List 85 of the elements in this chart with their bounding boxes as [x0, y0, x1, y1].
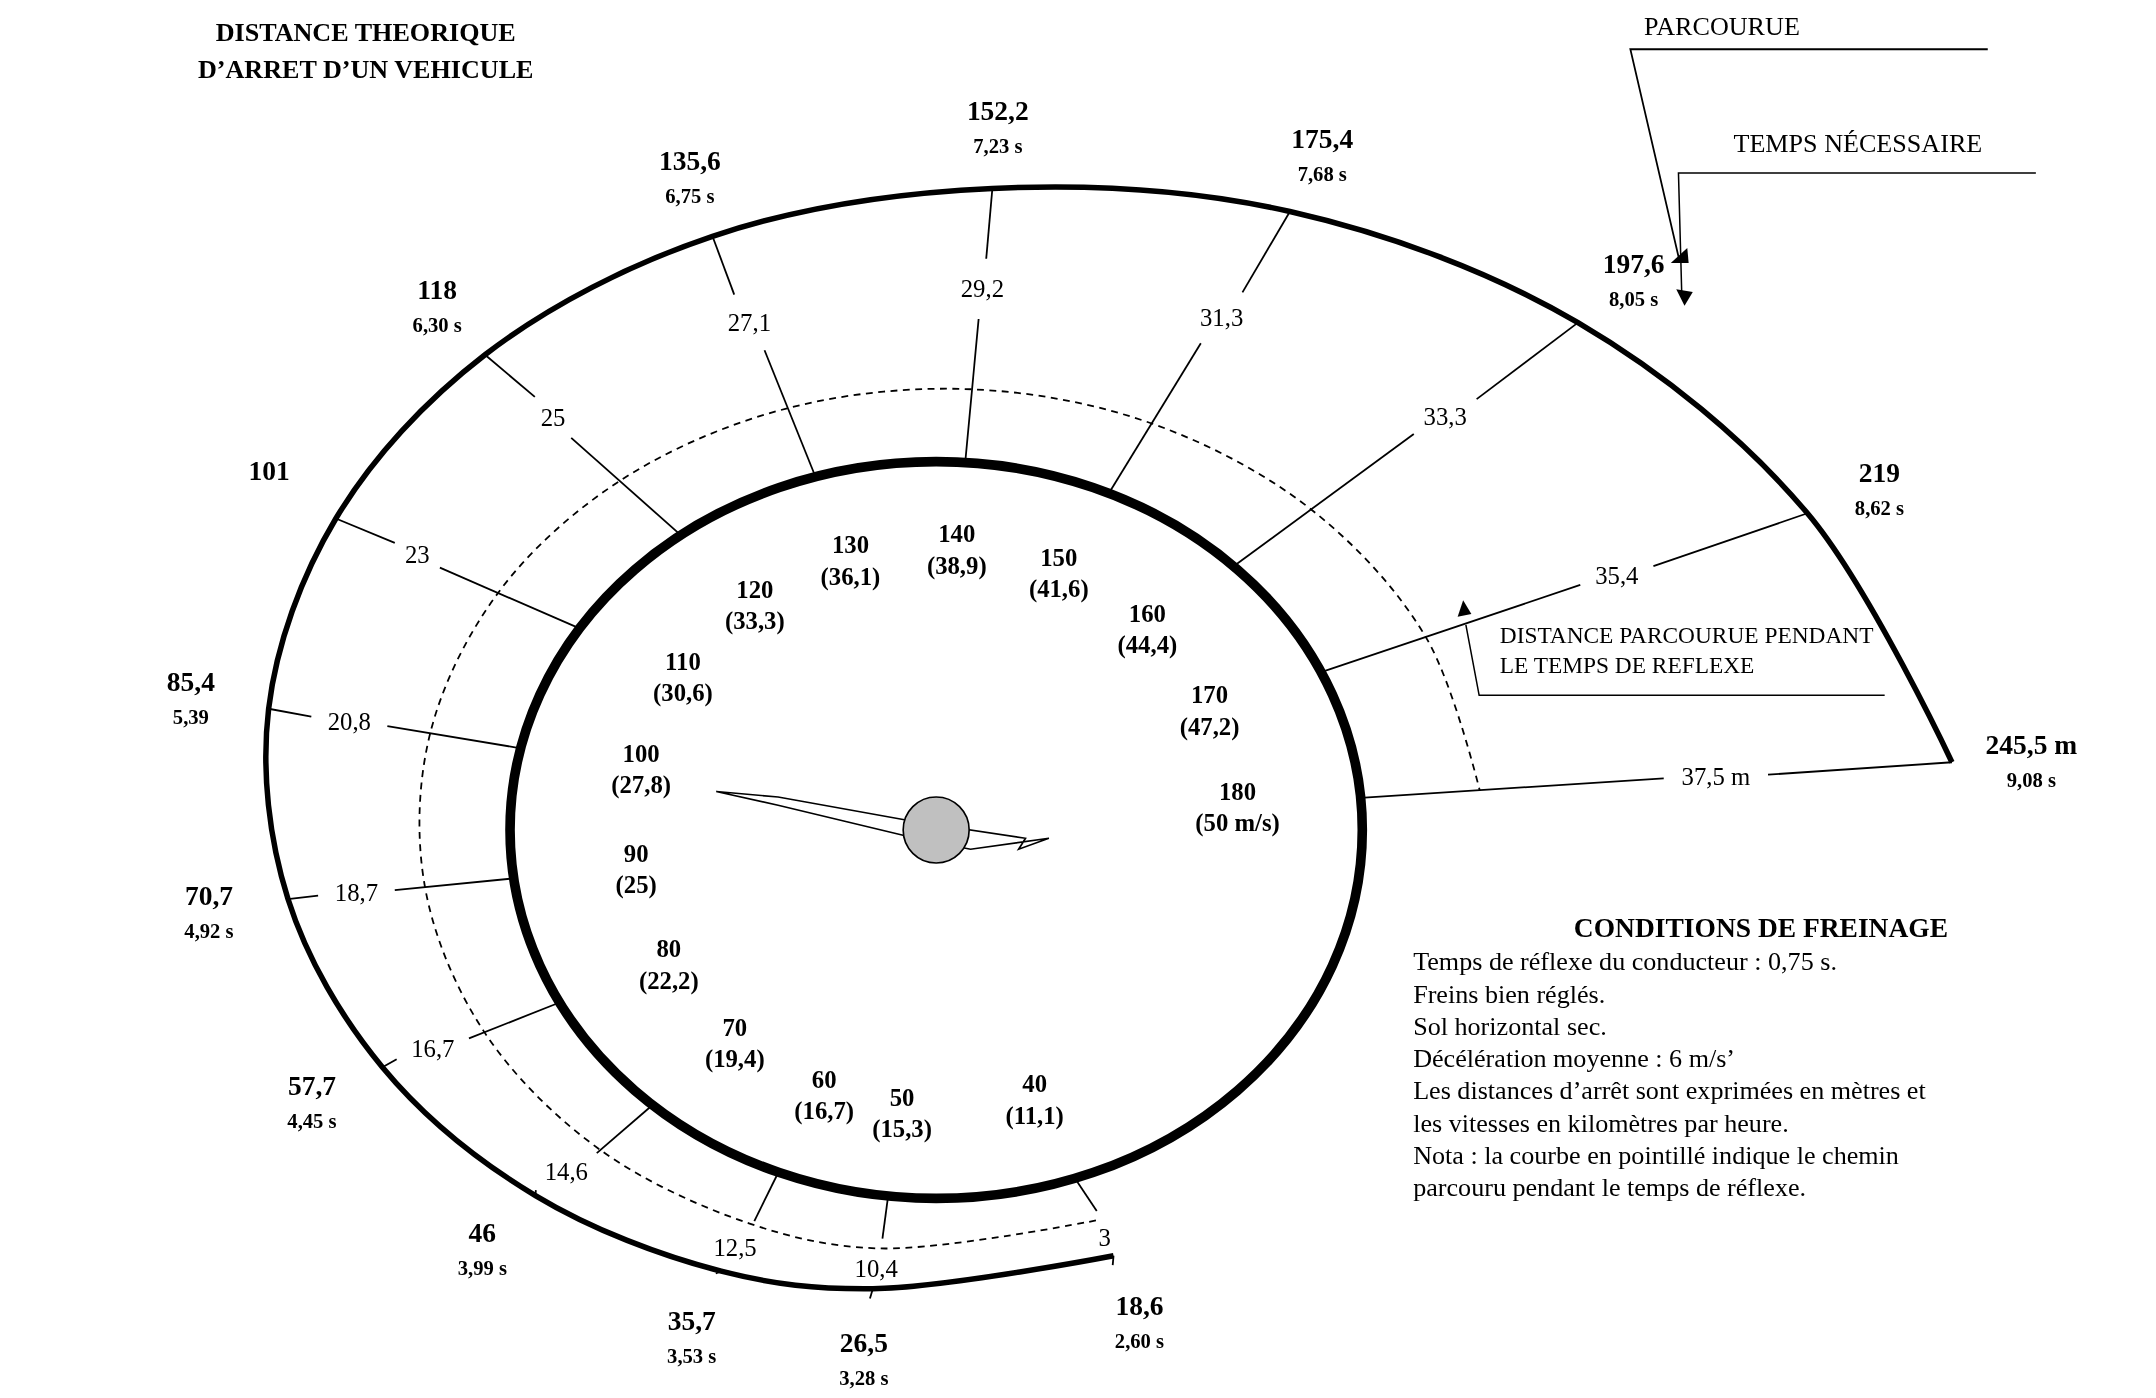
category-label: 180: [1219, 777, 1257, 805]
category-label: 80: [656, 935, 682, 963]
data-label: 26,5: [839, 1327, 888, 1358]
data-label: 35,4: [1595, 561, 1639, 589]
data-label: (47,2): [1179, 712, 1240, 741]
text: TEMPS NÉCESSAIRE: [1733, 129, 1983, 159]
data-label: 10,4: [854, 1254, 898, 1282]
data-label: 33,3: [1423, 402, 1467, 430]
data-label: 18,6: [1115, 1291, 1164, 1322]
data-label: (25): [615, 871, 657, 900]
data-label: 197,6: [1602, 248, 1665, 279]
category-label: 120: [736, 575, 774, 603]
data-label: (38,9): [926, 551, 987, 580]
data-label: (44,4): [1117, 631, 1178, 660]
text: Freins bien réglés.: [1413, 979, 1606, 1009]
data-label: 4,45 s: [287, 1110, 337, 1133]
data-label: (36,1): [820, 562, 881, 591]
category-label: 110: [665, 647, 701, 675]
data-label: 18,7: [334, 879, 379, 907]
data-label: 6,75 s: [665, 185, 715, 208]
category-label: 90: [623, 839, 649, 867]
data-label: (11,1): [1005, 1101, 1064, 1130]
data-label: (16,7): [794, 1097, 855, 1126]
data-label: 3,99 s: [457, 1257, 507, 1280]
data-label: 8,05 s: [1609, 287, 1659, 310]
data-label: 6,30 s: [412, 314, 462, 337]
text: PARCOURUE: [1644, 12, 1800, 42]
data-label: 135,6: [658, 146, 721, 177]
data-label: (22,2): [638, 966, 699, 995]
data-label: 23: [404, 541, 430, 569]
data-label: 2,60 s: [1114, 1330, 1165, 1353]
data-label: (27,8): [611, 771, 672, 800]
category-label: 100: [622, 739, 660, 767]
data-label: 5,39: [172, 706, 209, 729]
data-label: 7,23 s: [973, 134, 1023, 157]
data-label: 7,68 s: [1297, 163, 1347, 186]
data-label: (19,4): [704, 1045, 765, 1074]
data-label: 3: [1098, 1224, 1111, 1252]
category-label: 70: [722, 1013, 748, 1041]
data-label: (15,3): [872, 1115, 932, 1144]
data-label: 29,2: [960, 275, 1005, 303]
data-label: 118: [417, 275, 458, 306]
data-label: 20,8: [327, 707, 371, 735]
text: DISTANCE PARCOURUE PENDANT LE TEMPS DE REFLEXE: [1499, 622, 1874, 679]
text: CONDITIONS DE FREINAGE: [1573, 913, 1949, 944]
data-label: 219: [1858, 458, 1901, 489]
data-label: 16,7: [411, 1035, 455, 1063]
category-label: 60: [811, 1065, 837, 1093]
category-label: 160: [1128, 599, 1166, 627]
data-label: 46: [468, 1218, 497, 1249]
text: Décélération moyenne : 6 m/s’: [1413, 1044, 1736, 1074]
text: Temps de réflexe du conducteur : 0,75 s.: [1413, 947, 1837, 977]
text: Les distances d’arrêt sont exprimées en mètres et les vitesses en kilomètres par heure.: [1413, 1076, 1927, 1138]
data-label: 152,2: [966, 95, 1029, 126]
data-label: (30,6): [653, 679, 713, 708]
data-label: 57,7: [287, 1071, 337, 1102]
data-label: 37,5 m: [1681, 762, 1751, 790]
data-label: 27,1: [727, 308, 772, 336]
text: Nota : la courbe en pointillé indique le chemin parcouru pendant le temps de réflexe.: [1413, 1141, 1899, 1203]
category-label: 170: [1191, 681, 1229, 709]
data-label: 70,7: [184, 880, 234, 911]
data-label: 35,7: [667, 1305, 717, 1336]
data-label: 9,08 s: [2006, 768, 2056, 791]
data-label: 12,5: [713, 1233, 757, 1261]
text: DISTANCE THEORIQUE D’ARRET D’UN VEHICULE: [197, 17, 534, 85]
category-label: 150: [1040, 543, 1078, 571]
category-label: 50: [889, 1083, 915, 1111]
data-label: (41,6): [1028, 575, 1089, 604]
text: Sol horizontal sec.: [1413, 1011, 1607, 1041]
data-label: (33,3): [724, 607, 785, 636]
category-label: 140: [938, 520, 976, 548]
data-label: 3,53 s: [667, 1344, 717, 1367]
data-label: 14,6: [544, 1157, 588, 1185]
data-label: 245,5 m: [1985, 729, 2078, 760]
data-label: 25: [540, 403, 566, 431]
data-label: 85,4: [166, 667, 216, 698]
data-label: 8,62 s: [1854, 497, 1905, 520]
data-label: 4,92 s: [184, 919, 234, 942]
data-label: 101: [248, 455, 290, 486]
data-label: 3,28 s: [839, 1366, 889, 1389]
data-label: 175,4: [1291, 124, 1354, 155]
category-label: 40: [1022, 1070, 1048, 1098]
data-label: (50 m/s): [1195, 809, 1280, 838]
data-label: 31,3: [1199, 304, 1244, 332]
category-label: 130: [831, 530, 870, 558]
